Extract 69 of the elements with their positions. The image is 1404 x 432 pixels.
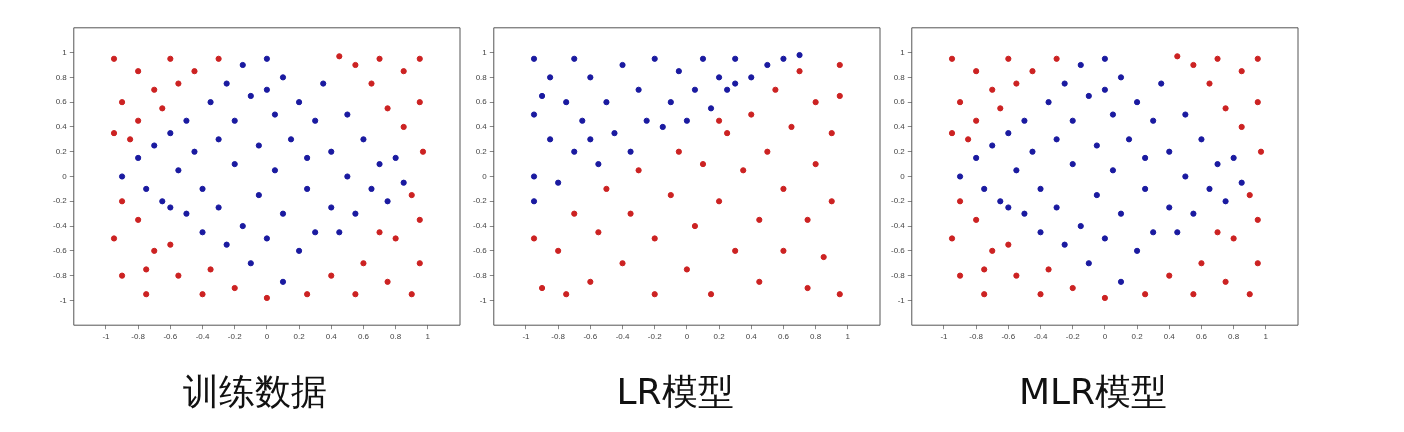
- y-tick-label: -0.8: [890, 270, 906, 280]
- x-tick-label: 0.8: [810, 332, 822, 342]
- y-tick-label: -0.4: [52, 221, 68, 231]
- y-tick-label: 0.8: [893, 72, 906, 82]
- y-tick-label: -0.2: [890, 196, 906, 206]
- y-tick-label: 0.2: [475, 146, 488, 156]
- y-tick-label: 0.8: [475, 72, 488, 82]
- x-tick-label: -0.6: [583, 332, 598, 342]
- y-tick-label: -0.6: [52, 246, 68, 256]
- y-tick-label: -1: [479, 295, 488, 305]
- y-tick-label: -0.4: [890, 221, 906, 231]
- x-tick-label: -1: [102, 332, 111, 342]
- y-tick-label: 1: [62, 47, 68, 57]
- x-tick-label: -1: [522, 332, 531, 342]
- x-tick-label: -0.8: [551, 332, 566, 342]
- y-tick-label: -0.6: [472, 246, 488, 256]
- x-tick-label: -0.4: [1033, 332, 1048, 342]
- x-tick-label: 0.2: [713, 332, 726, 342]
- y-tick-label: -0.8: [52, 270, 68, 280]
- x-tick-label: -0.2: [1065, 332, 1081, 342]
- x-tick-label: 0.4: [1163, 332, 1176, 342]
- y-tick-label: 0: [900, 171, 906, 181]
- x-tick-label: 0: [1102, 332, 1108, 342]
- y-tick-label: 0.6: [893, 97, 906, 107]
- x-tick-label: 1: [1263, 332, 1269, 342]
- x-tick-label: -0.4: [615, 332, 630, 342]
- y-tick-label: -0.2: [52, 196, 68, 206]
- x-tick-label: 0.6: [1195, 332, 1208, 342]
- y-tick-label: -0.6: [890, 246, 906, 256]
- x-tick-label: -1: [940, 332, 949, 342]
- y-tick-label: 0.6: [475, 97, 488, 107]
- y-tick-label: 0.2: [55, 146, 68, 156]
- y-tick-label: 1: [900, 47, 906, 57]
- text: LR模型: [616, 370, 734, 412]
- x-tick-label: 1: [425, 332, 431, 342]
- x-tick-label: -0.8: [969, 332, 984, 342]
- y-tick-label: 0.4: [55, 122, 68, 132]
- text: 训练数据: [183, 370, 327, 412]
- y-tick-label: 0.2: [893, 146, 906, 156]
- x-tick-label: 0: [264, 332, 270, 342]
- x-tick-label: -0.6: [1001, 332, 1016, 342]
- y-tick-label: 0.8: [55, 72, 68, 82]
- text: MLR模型: [1018, 370, 1168, 412]
- y-tick-label: 0.4: [475, 122, 488, 132]
- x-tick-label: -0.2: [647, 332, 663, 342]
- y-tick-label: -1: [897, 295, 906, 305]
- x-tick-label: 0: [684, 332, 690, 342]
- y-tick-label: 0.4: [893, 122, 906, 132]
- x-tick-label: -0.6: [163, 332, 178, 342]
- y-tick-label: -1: [59, 295, 68, 305]
- x-tick-label: -0.4: [195, 332, 210, 342]
- x-tick-label: 0.6: [777, 332, 790, 342]
- x-tick-label: 0.4: [325, 332, 338, 342]
- x-tick-label: 0.8: [1228, 332, 1240, 342]
- y-tick-label: 0.6: [55, 97, 68, 107]
- x-tick-label: -0.8: [131, 332, 146, 342]
- y-tick-label: 1: [482, 47, 488, 57]
- y-tick-label: 0: [482, 171, 488, 181]
- x-tick-label: 0.8: [390, 332, 402, 342]
- x-tick-label: 0.6: [357, 332, 370, 342]
- y-tick-label: -0.8: [472, 270, 488, 280]
- x-tick-label: 1: [845, 332, 851, 342]
- x-tick-label: 0.2: [293, 332, 306, 342]
- x-tick-label: 0.4: [745, 332, 758, 342]
- y-tick-label: -0.2: [472, 196, 488, 206]
- y-tick-label: -0.4: [472, 221, 488, 231]
- x-tick-label: 0.2: [1131, 332, 1144, 342]
- y-tick-label: 0: [62, 171, 68, 181]
- x-tick-label: -0.2: [227, 332, 243, 342]
